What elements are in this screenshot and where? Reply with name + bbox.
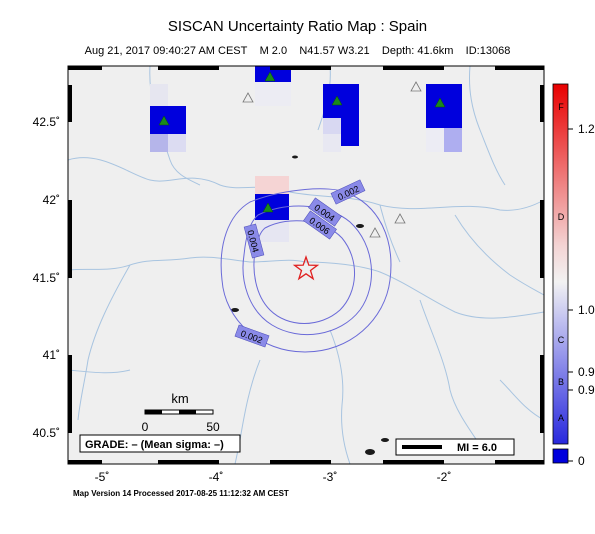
colorbar-value: 1.0 — [578, 303, 595, 317]
colorbar-letter: C — [558, 335, 565, 345]
lat-tick-label: 42˚ — [43, 193, 60, 207]
station-active-icon — [331, 95, 343, 106]
mi-legend-text: MI = 6.0 — [457, 442, 497, 454]
map-area — [68, 66, 544, 464]
colorbar-value: 0 — [578, 454, 585, 468]
event-location: N41.57 W3.21 — [299, 45, 370, 57]
scale-start: 0 — [142, 420, 149, 434]
colorbar-value: 1.2 — [578, 122, 595, 136]
station-inactive-icon — [369, 227, 381, 238]
grade-text: GRADE: – (Mean sigma: –) — [85, 439, 224, 451]
event-magnitude: M 2.0 — [259, 45, 288, 57]
lat-tick-label: 41.5˚ — [33, 271, 60, 285]
mi-legend: MI = 6.0 — [395, 438, 515, 456]
event-datetime: Aug 21, 2017 09:40:27 AM CEST — [84, 45, 248, 57]
station-active-icon — [264, 71, 276, 82]
scale-bar: km 0 50 — [142, 391, 220, 434]
colorbar-value: 0.9 — [578, 383, 595, 397]
map-version-footer: Map Version 14 Processed 2017-08-25 11:1… — [73, 489, 289, 498]
station-inactive-icon — [242, 92, 254, 103]
station-inactive-icon — [394, 213, 406, 224]
stations — [158, 71, 446, 238]
station-inactive-icon — [410, 81, 422, 92]
lon-tick-label: -3˚ — [323, 470, 338, 484]
colorbar-letter: D — [558, 212, 565, 222]
latitude-labels: 42.5˚ 42˚ 41.5˚ 41˚ 40.5˚ — [33, 115, 60, 440]
lon-tick-label: -2˚ — [437, 470, 452, 484]
colorbar-value: 0.9 — [578, 365, 595, 379]
lon-tick-label: -4˚ — [209, 470, 224, 484]
colorbar: F D C B A 1.2 1.0 0.9 0.9 0 — [552, 83, 595, 468]
colorbar-letter: A — [558, 413, 564, 423]
station-active-icon — [158, 115, 170, 126]
colorbar-letter: F — [558, 102, 564, 112]
scale-end: 50 — [206, 420, 220, 434]
lat-tick-label: 41˚ — [43, 348, 60, 362]
colorbar-letter: B — [558, 377, 564, 387]
event-id: ID:13068 — [465, 45, 511, 57]
lakes — [231, 155, 389, 455]
scale-unit: km — [171, 391, 188, 406]
lat-tick-label: 40.5˚ — [33, 426, 60, 440]
map-frame-ticks — [68, 66, 544, 464]
lat-tick-label: 42.5˚ — [33, 115, 60, 129]
lon-tick-label: -5˚ — [95, 470, 110, 484]
epicenter-star-icon — [292, 255, 320, 281]
station-active-icon — [434, 97, 446, 108]
uncertainty-cells — [150, 66, 462, 242]
event-depth: Depth: 41.6km — [381, 45, 454, 57]
station-active-icon — [262, 202, 274, 213]
grade-box: GRADE: – (Mean sigma: –) — [79, 434, 241, 453]
event-info: Aug 21, 2017 09:40:27 AM CEST M 2.0 N41.… — [0, 45, 595, 57]
longitude-labels: -5˚ -4˚ -3˚ -2˚ — [95, 470, 452, 484]
map-title: SISCAN Uncertainty Ratio Map : Spain — [167, 18, 428, 35]
